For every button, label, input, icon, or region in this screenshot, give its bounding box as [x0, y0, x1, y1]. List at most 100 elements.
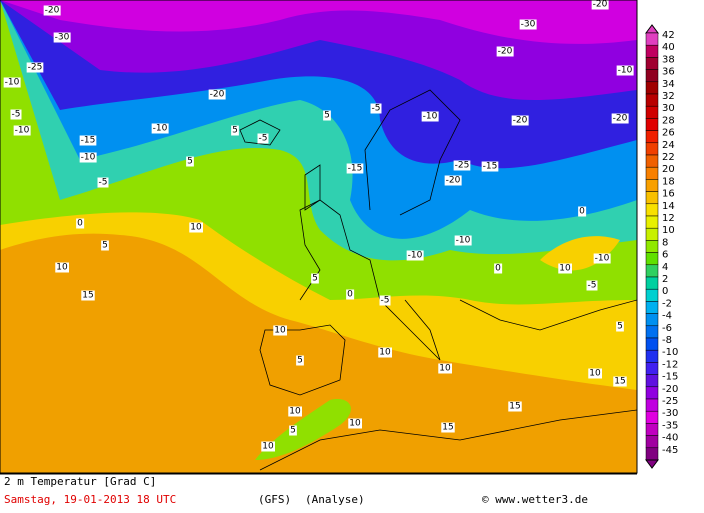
contour-label: 0 [347, 290, 353, 300]
contour-label: -20 [593, 0, 608, 10]
contour-label: -10 [5, 78, 20, 88]
legend-label: 0 [662, 286, 668, 297]
legend-label: 10 [662, 225, 675, 236]
legend-swatch [645, 313, 659, 327]
legend-swatch [645, 264, 659, 278]
legend-swatch [645, 325, 659, 339]
legend-swatch [645, 32, 659, 46]
label-box [346, 163, 364, 174]
legend-swatch [645, 374, 659, 388]
contour-label: 5 [617, 322, 623, 332]
legend-swatch [645, 166, 659, 180]
label-box [189, 222, 203, 233]
label-box [43, 5, 61, 16]
contour-label: -15 [81, 136, 96, 146]
legend-swatch [645, 423, 659, 436]
label-box [26, 62, 44, 73]
label-box [289, 425, 297, 436]
label-box [586, 280, 598, 291]
contour-label: -10 [81, 153, 96, 163]
contour-label: 10 [190, 223, 202, 233]
legend-swatch [645, 288, 659, 302]
color-legend: 424038363432302826242220181614121086420-… [645, 24, 678, 469]
legend-swatch [645, 410, 659, 424]
legend-swatch [645, 215, 659, 229]
label-box [53, 32, 71, 43]
legend-swatch [645, 386, 659, 400]
label-box [511, 115, 529, 126]
contour-label: -10 [408, 251, 423, 261]
label-box [616, 321, 624, 332]
label-box [81, 290, 95, 301]
label-box [257, 133, 269, 144]
legend-label: 30 [662, 103, 675, 114]
contour-label: 15 [614, 377, 625, 387]
legend-label: 12 [662, 213, 675, 224]
contour-label: -20 [498, 47, 513, 57]
label-box [79, 135, 97, 146]
contour-label: -20 [210, 90, 225, 100]
contour-label: -5 [12, 110, 21, 120]
legend-label: 36 [662, 67, 675, 78]
label-box [558, 263, 572, 274]
contour-label: -5 [381, 296, 390, 306]
contour-label: -30 [521, 20, 536, 30]
legend-label: -35 [662, 420, 678, 431]
legend-label: -4 [662, 311, 672, 322]
coastlines [239, 89, 638, 471]
contour-label: 10 [379, 348, 391, 358]
legend-swatch [645, 362, 659, 375]
contour-label: 15 [82, 291, 93, 301]
legend-label: 16 [662, 189, 675, 200]
legend-swatch [645, 179, 659, 192]
legend-swatch [645, 301, 659, 314]
legend-swatch [645, 203, 659, 217]
footer-title: 2 m Temperatur [Grad C] [4, 475, 156, 488]
label-box [273, 325, 287, 336]
map-frame [0, 0, 638, 474]
label-box [97, 177, 109, 188]
label-box [613, 376, 627, 387]
legend-label: -30 [662, 408, 678, 419]
contour-label: -10 [595, 254, 610, 264]
label-box [496, 46, 514, 57]
legend-swatch [645, 118, 659, 131]
legend-swatch [645, 81, 659, 95]
legend-label: 42 [662, 30, 675, 41]
label-box [379, 295, 391, 306]
legend-swatch [645, 435, 659, 449]
label-box [441, 422, 455, 433]
legend-label: -45 [662, 445, 678, 456]
legend-swatch [645, 105, 659, 119]
contour-labels: -20 -30 -25 -10 -5 -10 -15 -10 -5 -10 -20 -5 5 5 0 5 10 1… [3, 0, 634, 452]
legend-label: 28 [662, 115, 675, 126]
contour-label: -10 [15, 126, 30, 136]
label-box [519, 19, 537, 30]
contour-label: 5 [297, 356, 303, 366]
contour-label: 5 [324, 111, 330, 121]
label-box [10, 109, 22, 120]
label-box [578, 206, 587, 217]
contour-label: -30 [55, 33, 70, 43]
contour-label: 0 [579, 207, 585, 217]
label-box [261, 441, 275, 452]
label-box [311, 273, 319, 284]
contour-label: 5 [232, 126, 238, 136]
footer-model: (GFS) [258, 493, 291, 506]
contour-label: 10 [274, 326, 286, 336]
legend-label: 24 [662, 140, 675, 151]
contour-label: -20 [513, 116, 528, 126]
legend-swatch [645, 227, 659, 241]
label-box [494, 263, 503, 274]
label-box [55, 262, 69, 273]
legend-label: 34 [662, 79, 675, 90]
legend-swatch [645, 349, 659, 363]
legend-label: -20 [662, 384, 678, 395]
label-box [378, 347, 392, 358]
legend-swatch [645, 44, 659, 58]
label-box [346, 289, 355, 300]
legend-label: 22 [662, 152, 675, 163]
temperature-field [0, 0, 637, 473]
legend-swatch [645, 191, 659, 205]
label-box [593, 253, 611, 264]
